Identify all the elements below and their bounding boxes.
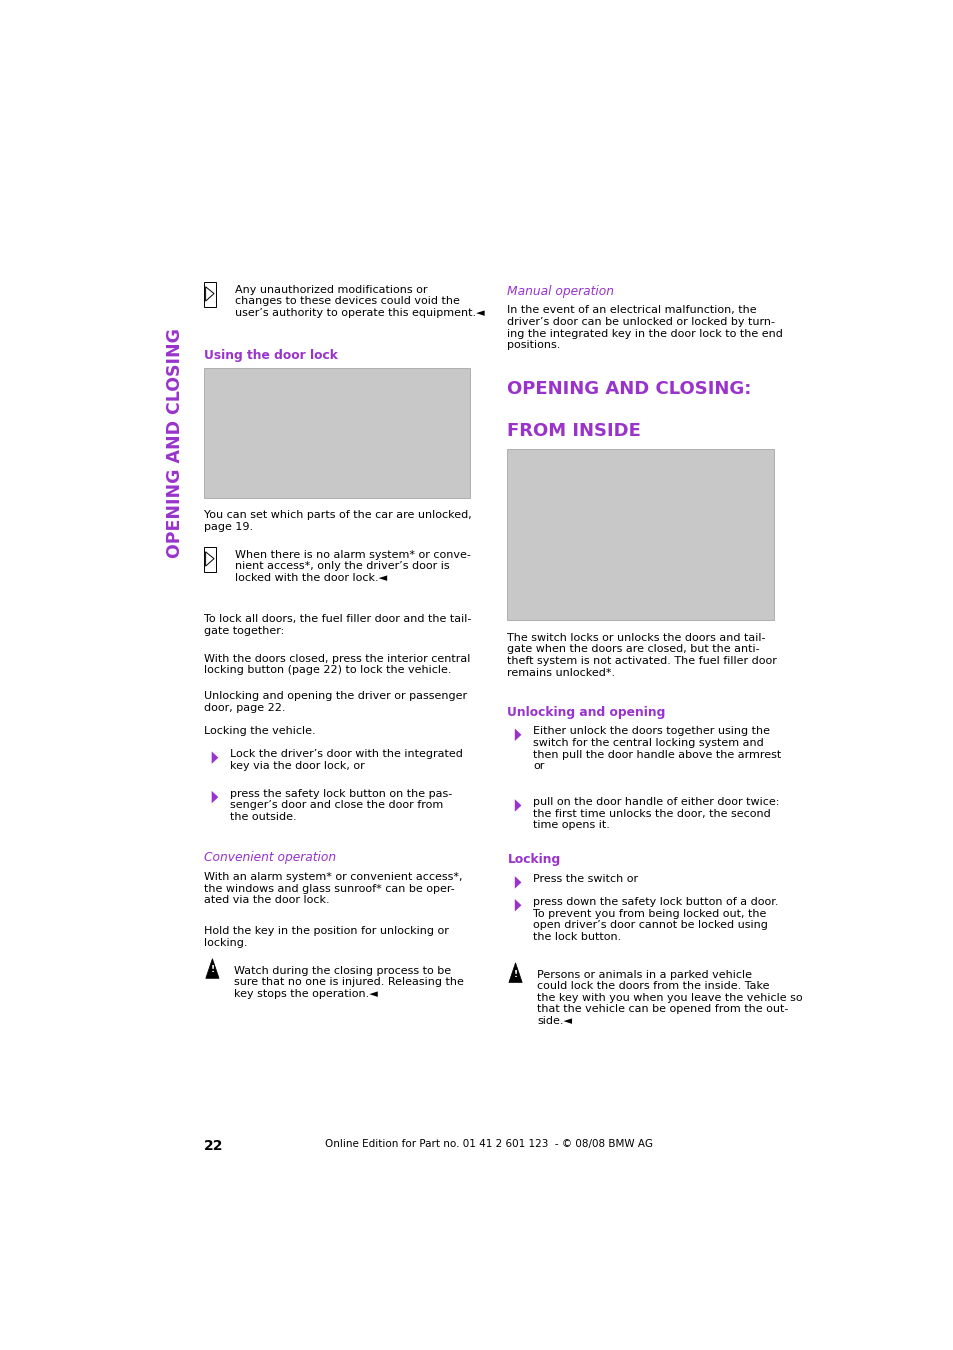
Text: OPENING AND CLOSING:: OPENING AND CLOSING:	[507, 381, 751, 398]
Text: Using the door lock: Using the door lock	[204, 350, 337, 362]
Text: pull on the door handle of either door twice:
the first time unlocks the door, t: pull on the door handle of either door t…	[533, 796, 779, 830]
FancyBboxPatch shape	[204, 282, 215, 306]
Text: Locking: Locking	[507, 853, 560, 867]
Text: Online Edition for Part no. 01 41 2 601 123  - © 08/08 BMW AG: Online Edition for Part no. 01 41 2 601 …	[325, 1139, 652, 1149]
Text: 22: 22	[204, 1139, 224, 1153]
Polygon shape	[515, 876, 521, 888]
Text: The switch locks or unlocks the doors and tail-
gate when the doors are closed, : The switch locks or unlocks the doors an…	[507, 633, 777, 678]
Polygon shape	[508, 963, 521, 983]
Text: press down the safety lock button of a door.
To prevent you from being locked ou: press down the safety lock button of a d…	[533, 896, 778, 942]
Text: Watch during the closing process to be
sure that no one is injured. Releasing th: Watch during the closing process to be s…	[233, 965, 463, 999]
Text: When there is no alarm system* or conve-
nient access*, only the driver’s door i: When there is no alarm system* or conve-…	[235, 549, 471, 583]
Text: To lock all doors, the fuel filler door and the tail-
gate together:: To lock all doors, the fuel filler door …	[204, 614, 471, 636]
Text: OPENING AND CLOSING: OPENING AND CLOSING	[166, 328, 184, 558]
Text: Unlocking and opening: Unlocking and opening	[507, 706, 665, 718]
FancyBboxPatch shape	[204, 547, 215, 572]
Text: Either unlock the doors together using the
switch for the central locking system: Either unlock the doors together using t…	[533, 726, 781, 771]
Text: With an alarm system* or convenient access*,
the windows and glass sunroof* can : With an alarm system* or convenient acce…	[204, 872, 462, 906]
Text: press the safety lock button on the pas-
senger’s door and close the door from
t: press the safety lock button on the pas-…	[230, 788, 452, 822]
Text: !: !	[513, 969, 517, 979]
Text: Lock the driver’s door with the integrated
key via the door lock, or: Lock the driver’s door with the integrat…	[230, 749, 462, 771]
Text: Manual operation: Manual operation	[507, 285, 614, 297]
Text: Convenient operation: Convenient operation	[204, 852, 336, 864]
Text: Any unauthorized modifications or
changes to these devices could void the
user’s: Any unauthorized modifications or change…	[235, 285, 484, 317]
Text: Locking the vehicle.: Locking the vehicle.	[204, 726, 315, 737]
Text: Persons or animals in a parked vehicle
could lock the doors from the inside. Tak: Persons or animals in a parked vehicle c…	[537, 969, 801, 1026]
Polygon shape	[515, 799, 521, 811]
Polygon shape	[206, 958, 219, 979]
Text: In the event of an electrical malfunction, the
driver’s door can be unlocked or : In the event of an electrical malfunctio…	[507, 305, 782, 350]
Text: You can set which parts of the car are unlocked,
page 19.: You can set which parts of the car are u…	[204, 510, 472, 532]
Text: FROM INSIDE: FROM INSIDE	[507, 421, 640, 440]
FancyBboxPatch shape	[204, 367, 470, 498]
Text: Press the switch or: Press the switch or	[533, 873, 638, 884]
Polygon shape	[212, 752, 218, 764]
Text: Unlocking and opening the driver or passenger
door, page 22.: Unlocking and opening the driver or pass…	[204, 691, 467, 713]
Text: With the doors closed, press the interior central
locking button (page 22) to lo: With the doors closed, press the interio…	[204, 653, 470, 675]
Text: Hold the key in the position for unlocking or
locking.: Hold the key in the position for unlocki…	[204, 926, 449, 948]
Polygon shape	[515, 899, 521, 911]
Polygon shape	[515, 729, 521, 741]
FancyBboxPatch shape	[507, 450, 773, 621]
Polygon shape	[212, 791, 218, 803]
Text: !: !	[210, 965, 214, 975]
